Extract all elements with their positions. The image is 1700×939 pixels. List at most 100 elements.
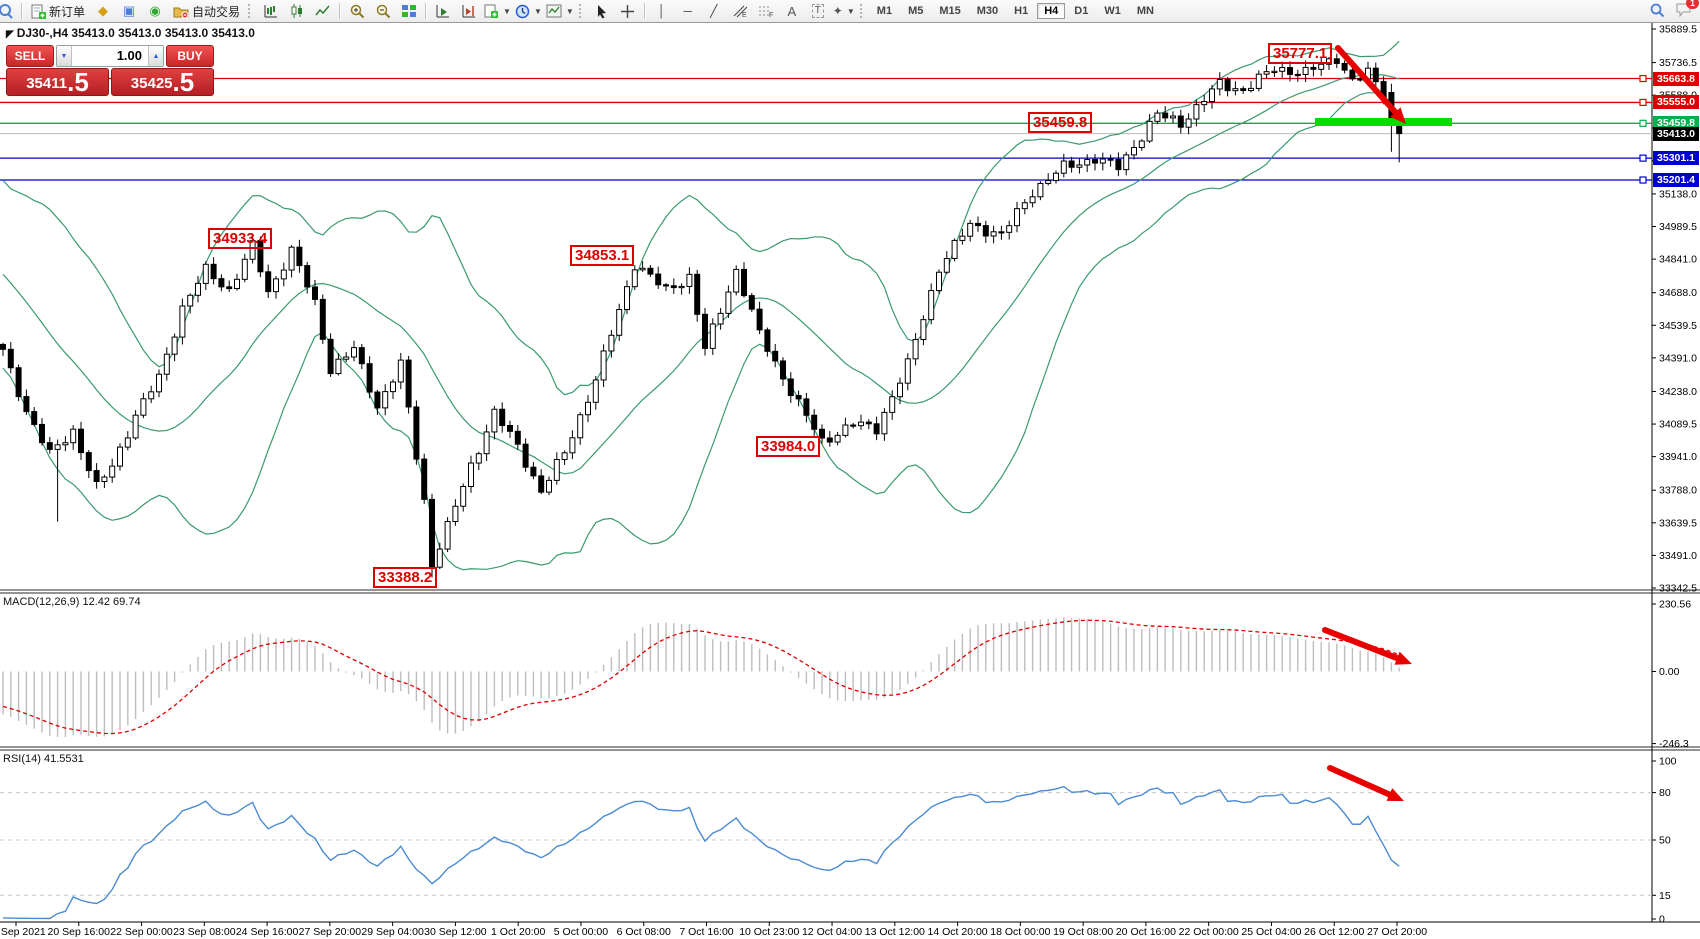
- text-icon[interactable]: A: [787, 3, 797, 19]
- price-tick: 33639.5: [1659, 517, 1697, 529]
- time-tick: 18 Oct 00:00: [990, 926, 1050, 938]
- price-tick: 34238.0: [1659, 386, 1697, 398]
- timeframe-button-D1[interactable]: D1: [1074, 5, 1089, 17]
- chart-title: ◤ DJ30-,H4 35413.0 35413.0 35413.0 35413.…: [6, 26, 255, 40]
- fibonacci-icon[interactable]: F: [753, 1, 779, 21]
- macd-label: MACD(12,26,9) 12.42 69.74: [3, 596, 141, 608]
- bar-chart-icon[interactable]: [258, 1, 284, 21]
- price-annotation[interactable]: 34853.1: [570, 245, 635, 267]
- crosshair-icon[interactable]: [615, 1, 641, 21]
- timeframe-button-H1[interactable]: H1: [1014, 5, 1029, 17]
- line-chart-icon[interactable]: [310, 1, 336, 21]
- price-tick: 35138.0: [1659, 188, 1697, 200]
- autotrade-label: 自动交易: [192, 4, 241, 19]
- price-tick: 34841.0: [1659, 254, 1697, 266]
- text-label-icon[interactable]: T: [805, 1, 831, 21]
- rsi-tick: 80: [1659, 787, 1671, 799]
- time-tick: 7 Oct 16:00: [679, 926, 733, 938]
- tile-windows-icon[interactable]: [396, 1, 422, 21]
- timeframe-button-M15[interactable]: M15: [939, 5, 961, 17]
- zoom-out-icon[interactable]: [370, 1, 396, 21]
- sell-price[interactable]: 35411.5: [6, 68, 109, 96]
- rsi-tick: 0: [1659, 914, 1665, 926]
- volume-stepper: ▼ 1.00 ▲: [56, 45, 164, 67]
- time-tick: 10 Oct 23:00: [739, 926, 799, 938]
- timeframe-bar: M1 M5 M15 M30 H1 H4 D1 W1 MN: [870, 3, 1161, 19]
- price-tick: 35889.5: [1659, 24, 1697, 36]
- time-tick: 14 Oct 20:00: [928, 926, 988, 938]
- time-tick: 6 Oct 08:00: [617, 926, 671, 938]
- timeframe-button-M30[interactable]: M30: [976, 5, 999, 17]
- chart-shift-icon[interactable]: [456, 1, 482, 21]
- svg-text:F: F: [769, 12, 773, 18]
- price-annotation[interactable]: 33984.0: [756, 436, 821, 458]
- trendline-icon[interactable]: ╱: [710, 4, 718, 18]
- price-tick: 33342.5: [1659, 583, 1697, 595]
- level-price-label: 35555.0: [1653, 95, 1699, 110]
- new-order-label: 新订单: [49, 4, 86, 19]
- time-tick: 5 Oct 00:00: [554, 926, 608, 938]
- time-tick: 26 Oct 12:00: [1304, 926, 1364, 938]
- cursor-icon[interactable]: [589, 1, 615, 21]
- autotrade-button[interactable]: 自动交易: [168, 1, 245, 21]
- current-price-label: 35413.0: [1653, 126, 1699, 141]
- template-button[interactable]: ▼: [544, 1, 576, 21]
- new-order-button[interactable]: 新订单: [26, 1, 90, 21]
- vertical-line-icon[interactable]: │: [658, 4, 666, 18]
- macd-tick: -246.3: [1659, 738, 1689, 750]
- autotrade-icon: [173, 7, 189, 18]
- svg-text:E: E: [742, 12, 747, 18]
- timeframe-button-M1[interactable]: M1: [876, 5, 893, 17]
- arrows-tool-button[interactable]: ✦ ▼: [832, 4, 855, 18]
- chart-pointer-icon: ◤: [6, 29, 14, 40]
- price-tick: 34989.5: [1659, 221, 1697, 233]
- volume-input[interactable]: 1.00: [116, 48, 142, 63]
- new-order-icon: [31, 4, 46, 19]
- time-tick: 27 Sep 20:00: [299, 926, 362, 938]
- notification-badge: 1: [1685, 0, 1699, 9]
- time-tick: 22 Sep 00:00: [110, 926, 173, 938]
- macd-tick: 230.56: [1659, 599, 1691, 611]
- price-annotation[interactable]: 34933.4: [208, 227, 273, 249]
- rsi-tick: 15: [1659, 890, 1671, 902]
- buy-price[interactable]: 35425.5: [111, 68, 214, 96]
- time-tick: 27 Oct 20:00: [1367, 926, 1427, 938]
- time-tick: 20 Sep 16:00: [48, 926, 111, 938]
- one-click-trade-panel: SELL ▼ 1.00 ▲ BUY 35411.5 35425.5: [6, 45, 214, 96]
- price-annotation[interactable]: 33388.2: [373, 566, 438, 588]
- price-tick: 34089.5: [1659, 419, 1697, 431]
- price-tick: 34539.5: [1659, 320, 1697, 332]
- timeframe-button-W1[interactable]: W1: [1104, 5, 1121, 17]
- eraser-icon[interactable]: ◆: [98, 3, 109, 18]
- volume-decrease-button[interactable]: ▼: [57, 46, 72, 66]
- price-tick: 35736.5: [1659, 57, 1697, 69]
- time-tick: 23 Sep 08:00: [173, 926, 236, 938]
- price-tick: 34391.0: [1659, 352, 1697, 364]
- price-annotation[interactable]: 35777.1: [1268, 42, 1333, 64]
- channel-icon[interactable]: E: [727, 1, 753, 21]
- volume-increase-button[interactable]: ▲: [148, 46, 163, 66]
- buy-button[interactable]: BUY: [166, 45, 214, 67]
- period-clock-button[interactable]: ▼: [513, 1, 544, 21]
- price-annotation[interactable]: 35459.8: [1028, 112, 1093, 134]
- level-price-label: 35201.4: [1653, 173, 1699, 188]
- sell-button[interactable]: SELL: [6, 45, 54, 67]
- time-tick: 22 Oct 00:00: [1179, 926, 1239, 938]
- zoom-in-icon[interactable]: [344, 1, 370, 21]
- chat-icon[interactable]: 1: [1675, 0, 1699, 20]
- signal-icon[interactable]: ◉: [149, 3, 161, 18]
- candlestick-chart-icon[interactable]: [284, 1, 310, 21]
- price-tick: 34688.0: [1659, 287, 1697, 299]
- autoscroll-icon[interactable]: [430, 1, 456, 21]
- add-indicator-button[interactable]: ▼: [482, 1, 513, 21]
- timeframe-button-M5[interactable]: M5: [908, 5, 924, 17]
- app-icon: [0, 1, 18, 21]
- horizontal-line-icon[interactable]: ─: [683, 4, 693, 18]
- timeframe-button-H4[interactable]: H4: [1037, 3, 1066, 19]
- search-icon[interactable]: [1649, 2, 1665, 21]
- rsi-tick: 100: [1659, 756, 1677, 768]
- profile-icon[interactable]: ▣: [122, 3, 136, 18]
- time-tick: 19 Oct 08:00: [1053, 926, 1113, 938]
- timeframe-button-MN[interactable]: MN: [1136, 5, 1154, 17]
